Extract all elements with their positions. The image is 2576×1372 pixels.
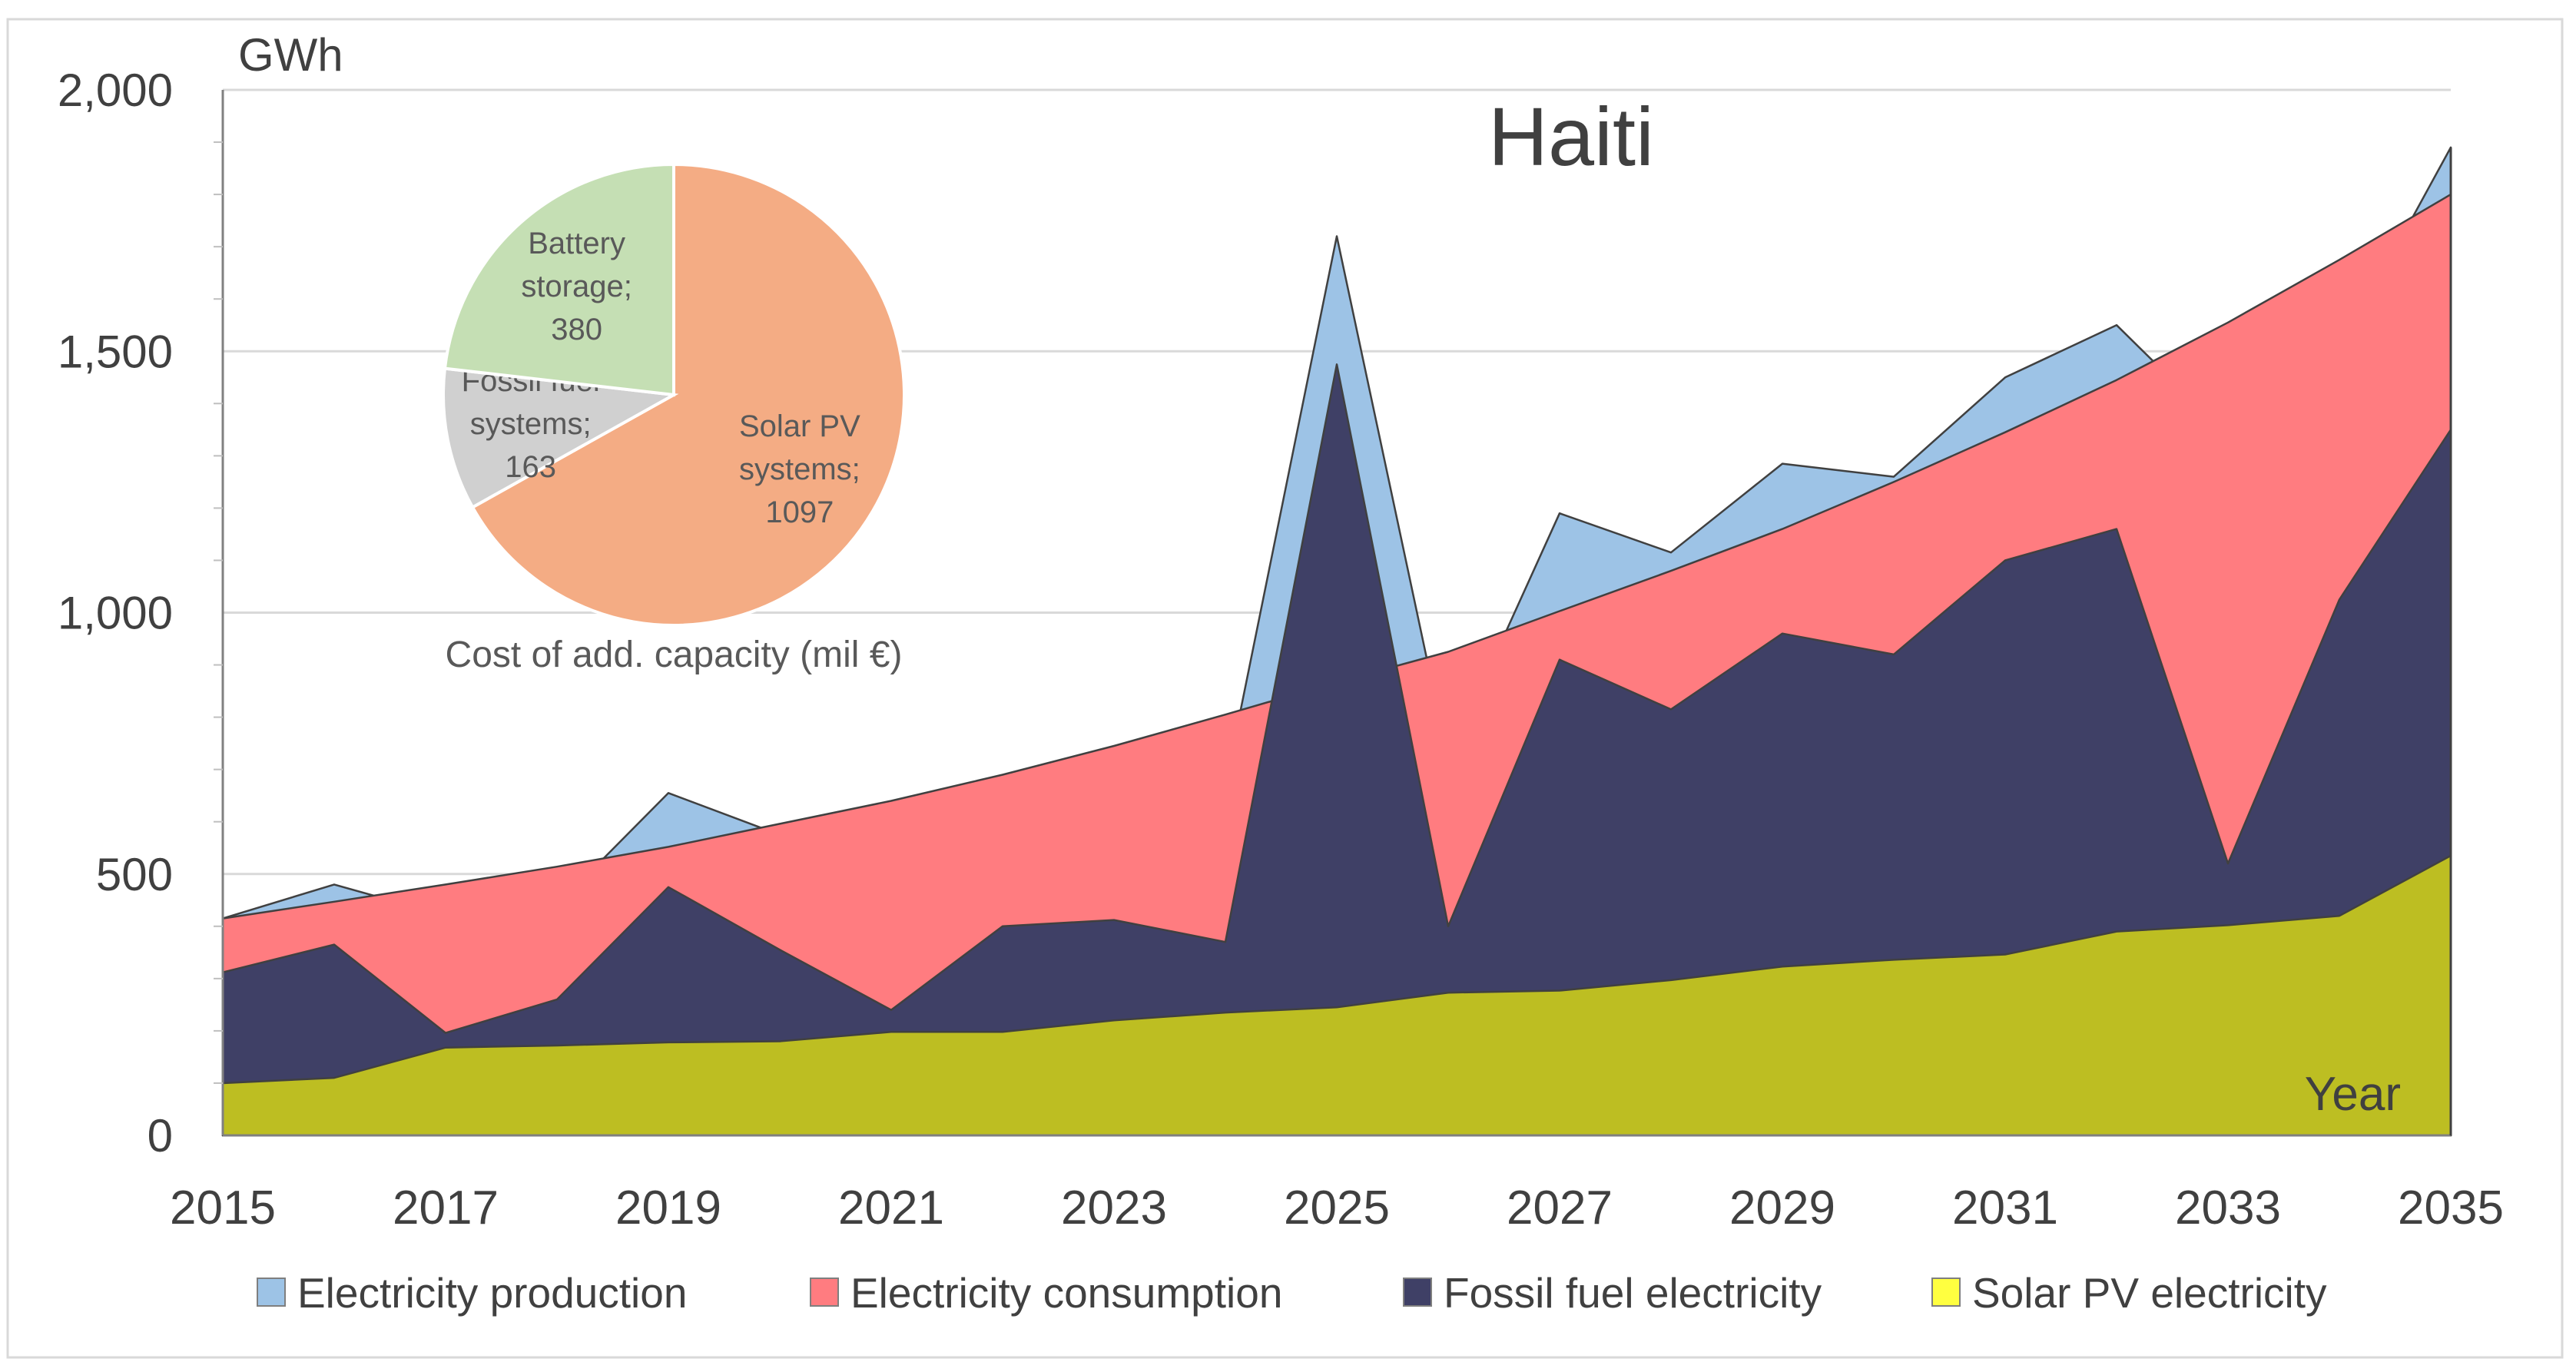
pie-title: Cost of add. capacity (mil €)	[446, 635, 903, 675]
area-solar-pv-electricity	[221, 854, 2452, 1137]
x-tick-label: 2017	[393, 1181, 499, 1234]
pie-slice-battery-storage	[443, 162, 675, 397]
x-tick-label: 2025	[1284, 1181, 1390, 1234]
legend-label: Electricity production	[297, 1269, 687, 1317]
legend-label: Fossil fuel electricity	[1444, 1269, 1822, 1317]
x-tick-label: 2031	[1952, 1181, 2058, 1234]
legend-item: Fossil fuel electricity	[1403, 1269, 1822, 1317]
legend-item: Electricity consumption	[810, 1269, 1282, 1317]
y-tick-label: 0	[148, 1110, 173, 1162]
x-tick-label: 2033	[2175, 1181, 2281, 1234]
pie-slice-fossil-fuel-systems	[442, 366, 679, 510]
legend-item: Solar PV electricity	[1931, 1269, 2327, 1317]
x-tick-label: 2019	[615, 1181, 721, 1234]
y-tick-label: 500	[96, 849, 173, 900]
pie-slice-solar-pv-systems	[470, 162, 906, 627]
pie-label-solar-pv-systems: Solar PV systems; 1097	[739, 409, 860, 529]
pie-label-battery-storage: Battery storage; 380	[521, 227, 632, 346]
legend-item: Electricity production	[257, 1269, 687, 1317]
x-tick-label: 2015	[170, 1181, 276, 1234]
y-tick-label: 2,000	[58, 65, 173, 116]
x-tick-label: 2035	[2398, 1181, 2504, 1234]
x-tick-label: 2027	[1507, 1181, 1613, 1234]
legend-swatch	[1931, 1278, 1961, 1307]
y-tick-label: 1,500	[58, 326, 173, 377]
x-axis-label: Year	[2305, 1068, 2401, 1121]
x-tick-label: 2029	[1729, 1181, 1835, 1234]
legend-swatch	[1403, 1278, 1432, 1307]
legend: Electricity production Electricity consum…	[257, 1269, 2327, 1317]
area-fossil-fuel-electricity	[221, 363, 2452, 1137]
legend-swatch	[257, 1278, 286, 1307]
x-tick-label: 2021	[838, 1181, 944, 1234]
y-axis-unit-label: GWh	[238, 29, 343, 81]
legend-label: Electricity consumption	[850, 1269, 1282, 1317]
legend-swatch	[810, 1278, 839, 1307]
chart-title: Haiti	[1488, 90, 1654, 183]
y-tick-label: 1,000	[58, 588, 173, 639]
x-tick-label: 2023	[1061, 1181, 1167, 1234]
legend-label: Solar PV electricity	[1972, 1269, 2327, 1317]
